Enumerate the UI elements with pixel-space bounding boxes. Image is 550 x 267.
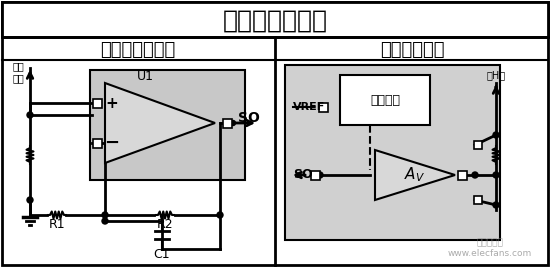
Circle shape bbox=[27, 197, 33, 203]
Text: 至H桥: 至H桥 bbox=[486, 70, 505, 80]
Circle shape bbox=[493, 202, 499, 208]
Bar bbox=[223, 119, 232, 128]
Circle shape bbox=[472, 172, 478, 178]
Text: VREF: VREF bbox=[293, 102, 325, 112]
Text: 数字内核: 数字内核 bbox=[370, 93, 400, 107]
Text: SO: SO bbox=[293, 168, 312, 182]
Text: 电流并联放大器: 电流并联放大器 bbox=[223, 9, 327, 33]
Bar bbox=[340, 75, 430, 125]
Text: C1: C1 bbox=[153, 249, 170, 261]
Polygon shape bbox=[105, 83, 215, 163]
Circle shape bbox=[493, 132, 499, 138]
Circle shape bbox=[102, 212, 108, 218]
Text: R1: R1 bbox=[49, 218, 65, 230]
Polygon shape bbox=[375, 150, 455, 200]
Bar bbox=[92, 139, 102, 147]
Circle shape bbox=[230, 120, 235, 125]
Bar bbox=[285, 65, 500, 240]
Text: SO: SO bbox=[238, 111, 260, 125]
Circle shape bbox=[217, 212, 223, 218]
Text: 继电器解决方案: 继电器解决方案 bbox=[100, 41, 175, 59]
Text: $A_V$: $A_V$ bbox=[404, 166, 426, 184]
Bar bbox=[318, 103, 327, 112]
Bar bbox=[311, 171, 320, 179]
Bar bbox=[474, 141, 482, 149]
Bar bbox=[474, 196, 482, 204]
Bar bbox=[92, 99, 102, 108]
Bar bbox=[2, 2, 548, 37]
Circle shape bbox=[102, 218, 108, 224]
Bar bbox=[90, 70, 245, 180]
Circle shape bbox=[493, 172, 499, 178]
Text: −: − bbox=[104, 134, 119, 152]
Text: 固态解决方案: 固态解决方案 bbox=[379, 41, 444, 59]
Text: 至变
电器: 至变 电器 bbox=[12, 61, 24, 83]
Bar bbox=[458, 171, 466, 179]
Text: +: + bbox=[106, 96, 118, 111]
Text: R2: R2 bbox=[157, 218, 173, 230]
Circle shape bbox=[317, 172, 323, 178]
Text: U1: U1 bbox=[136, 70, 153, 84]
Circle shape bbox=[27, 112, 33, 118]
Text: 电子发烧友
www.elecfans.com: 电子发烧友 www.elecfans.com bbox=[448, 238, 532, 258]
